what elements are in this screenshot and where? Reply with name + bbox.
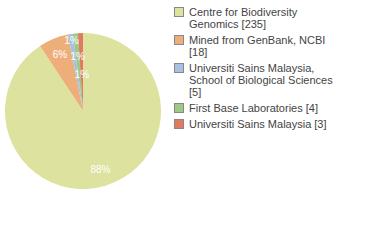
legend-entry: Universiti Sains Malaysia, School of Bio… <box>174 62 346 98</box>
legend-swatch <box>174 35 184 45</box>
legend-entry: First Base Laboratories [4] <box>174 102 346 114</box>
pie-slice <box>5 33 161 189</box>
data-label: 1% <box>64 35 79 46</box>
legend: Centre for Biodiversity Genomics [235] Mi… <box>174 6 346 134</box>
legend-swatch <box>174 103 184 113</box>
slices <box>5 33 161 189</box>
data-labels: 88%6%1%1%1% <box>53 35 111 175</box>
data-label: 6% <box>53 49 68 60</box>
chart-root: 88%6%1%1%1% Centre for Biodiversity Geno… <box>0 0 380 240</box>
legend-entry: Mined from GenBank, NCBI [18] <box>174 34 346 58</box>
legend-label: First Base Laboratories [4] <box>189 102 318 114</box>
legend-label: Universiti Sains Malaysia, School of Bio… <box>189 62 333 98</box>
legend-label: Universiti Sains Malaysia [3] <box>189 118 327 130</box>
data-label: 1% <box>75 69 90 80</box>
legend-entry: Centre for Biodiversity Genomics [235] <box>174 6 346 30</box>
data-label: 1% <box>70 51 85 62</box>
legend-swatch <box>174 7 184 17</box>
legend-swatch <box>174 119 184 129</box>
data-label: 88% <box>90 164 110 175</box>
legend-entry: Universiti Sains Malaysia [3] <box>174 118 346 130</box>
legend-label: Centre for Biodiversity Genomics [235] <box>189 6 297 30</box>
legend-swatch <box>174 63 184 73</box>
legend-label: Mined from GenBank, NCBI [18] <box>189 34 325 58</box>
